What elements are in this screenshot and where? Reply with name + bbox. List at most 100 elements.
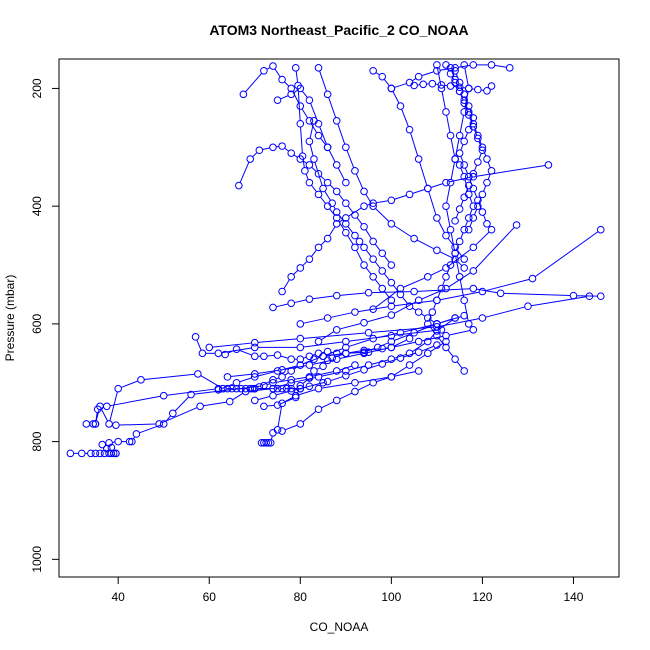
data-point <box>414 296 423 305</box>
series-line-segment <box>455 256 460 274</box>
series-line-segment <box>430 342 444 352</box>
series-line-segment <box>433 303 437 310</box>
data-point <box>107 449 116 458</box>
series-line-segment <box>230 373 252 378</box>
data-point <box>296 334 305 343</box>
data-point <box>205 343 214 352</box>
data-point <box>323 90 332 99</box>
data-point <box>442 178 450 187</box>
series-23 <box>314 64 469 272</box>
data-point <box>414 308 423 316</box>
data-point <box>405 125 414 134</box>
series-line-segment <box>469 179 473 186</box>
data-point <box>474 85 482 94</box>
data-point <box>342 178 350 187</box>
series-line-segment <box>366 348 375 352</box>
series-line-segment <box>257 369 279 374</box>
data-point <box>469 202 478 210</box>
series-line-segment <box>297 88 301 121</box>
series-line-segment <box>311 184 317 193</box>
series-line-segment <box>294 377 316 383</box>
series-line-segment <box>232 392 244 401</box>
data-point <box>260 66 268 75</box>
data-point <box>455 272 464 281</box>
data-point <box>351 211 359 219</box>
series-line-segment <box>446 209 451 227</box>
data-point <box>91 449 100 458</box>
data-point <box>269 378 277 387</box>
y-tick-label: 400 <box>30 196 44 216</box>
series-line-segment <box>474 164 478 171</box>
series-line-segment <box>455 211 459 218</box>
data-point <box>351 167 359 175</box>
data-point <box>387 261 396 269</box>
data-point <box>474 196 482 205</box>
data-point <box>446 131 455 140</box>
series-line-segment <box>371 359 389 365</box>
data-point <box>159 420 168 428</box>
series-line-segment <box>311 249 317 257</box>
series-line-segment <box>295 71 299 83</box>
data-point <box>273 426 282 434</box>
series-line-segment <box>421 345 434 352</box>
series-line-segment <box>330 376 343 382</box>
data-point <box>98 440 107 449</box>
data-point <box>296 343 305 352</box>
data-point <box>396 354 405 362</box>
data-point <box>278 427 286 435</box>
data-point <box>287 149 295 157</box>
data-point <box>287 272 295 281</box>
data-point <box>246 155 255 163</box>
plot-frame <box>58 58 620 578</box>
data-point <box>483 86 491 95</box>
y-axis-label: Pressure (mbar) <box>3 275 17 362</box>
data-point <box>342 220 350 228</box>
series-line-segment <box>394 339 407 347</box>
series-line-segment <box>383 290 390 299</box>
data-point <box>469 119 478 128</box>
data-point <box>351 243 359 252</box>
series-line-segment <box>464 91 469 109</box>
series-line-segment <box>321 401 334 409</box>
data-point <box>278 142 286 150</box>
series-line-segment <box>394 371 416 377</box>
series-line-segment <box>441 91 446 109</box>
data-point <box>378 360 387 368</box>
series-3 <box>82 370 327 428</box>
data-point <box>273 384 282 393</box>
series-line-segment <box>329 184 335 190</box>
series-line-segment <box>320 196 326 204</box>
series-line-segment <box>316 367 321 370</box>
data-point <box>469 214 478 222</box>
series-29 <box>451 66 491 228</box>
series-line-segment <box>448 248 471 267</box>
data-point <box>351 231 359 240</box>
data-point <box>332 291 341 300</box>
data-point <box>455 131 464 140</box>
data-point <box>596 225 605 234</box>
data-point <box>262 438 270 447</box>
data-point <box>478 190 487 199</box>
data-point <box>351 308 359 316</box>
series-line-segment <box>339 323 361 330</box>
series-line-segment <box>294 376 307 380</box>
series-line-segment <box>437 68 442 86</box>
series-line-segment <box>276 303 289 308</box>
data-point <box>360 222 368 231</box>
series-line-segment <box>464 132 469 139</box>
data-point <box>114 384 122 393</box>
series-line-segment <box>459 279 465 298</box>
series-line-segment <box>412 354 426 364</box>
data-point <box>255 146 264 155</box>
data-point <box>103 402 111 411</box>
data-point <box>107 443 116 452</box>
data-point <box>469 325 478 334</box>
series-line-segment <box>328 149 336 163</box>
data-point <box>369 334 377 343</box>
data-point <box>442 272 450 281</box>
series-line-segment <box>333 205 336 210</box>
series-25 <box>387 61 514 93</box>
data-point <box>469 172 478 181</box>
data-point <box>225 397 234 406</box>
data-point <box>328 354 336 362</box>
